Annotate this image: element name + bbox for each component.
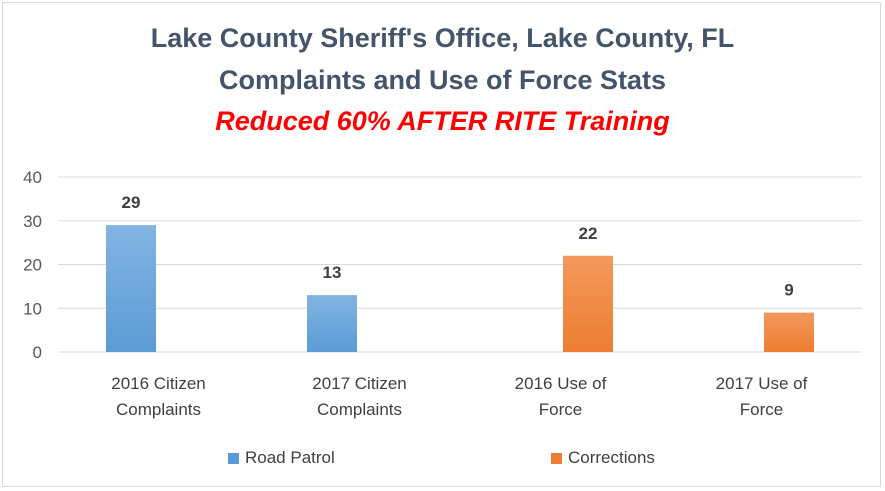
legend-item-corrections: Corrections <box>551 446 655 470</box>
data-label: 22 <box>579 224 598 243</box>
data-label: 9 <box>784 281 793 300</box>
x-tick-label: 2017 Citizen <box>312 374 407 393</box>
legend-label-road-patrol: Road Patrol <box>245 448 335 467</box>
y-tick-label: 0 <box>33 343 42 362</box>
chart-title-line2: Complaints and Use of Force Stats <box>218 65 667 95</box>
x-tick-label: Force <box>539 400 582 419</box>
chart-subtitle: Reduced 60% AFTER RITE Training <box>215 106 670 136</box>
data-label: 29 <box>122 193 141 212</box>
x-tick-label: Complaints <box>317 400 402 419</box>
y-tick-label: 40 <box>23 168 42 187</box>
x-tick-label: 2016 Citizen <box>111 374 206 393</box>
bar-corrections <box>563 255 613 352</box>
chart-title-line1: Lake County Sheriff's Office, Lake Count… <box>150 23 735 53</box>
bar-corrections <box>764 312 814 352</box>
x-tick-label: Complaints <box>116 400 201 419</box>
y-tick-label: 30 <box>23 212 42 231</box>
y-tick-label: 10 <box>23 299 42 318</box>
legend-swatch-road-patrol <box>228 452 239 464</box>
bar-road-patrol <box>307 295 357 352</box>
y-tick-label: 20 <box>23 256 42 275</box>
x-tick-label: 2016 Use of <box>515 374 607 393</box>
x-tick-label: Force <box>740 400 783 419</box>
x-tick-label: 2017 Use of <box>716 374 808 393</box>
data-label: 13 <box>323 263 342 282</box>
legend-swatch-corrections <box>551 452 562 464</box>
legend-label-corrections: Corrections <box>568 448 655 467</box>
bar-road-patrol <box>106 225 156 352</box>
legend-item-road-patrol: Road Patrol <box>228 446 335 470</box>
